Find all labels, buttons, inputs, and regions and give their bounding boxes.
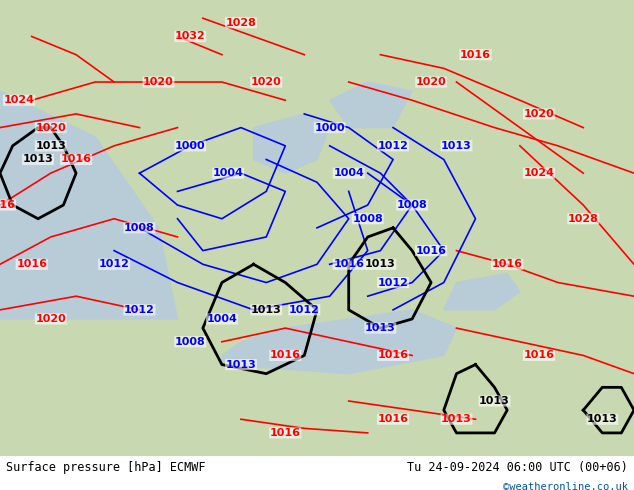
Polygon shape bbox=[0, 0, 634, 456]
Text: 1028: 1028 bbox=[226, 18, 256, 28]
Text: 1020: 1020 bbox=[251, 77, 281, 87]
Text: 1020: 1020 bbox=[36, 314, 66, 324]
Text: 1016: 1016 bbox=[416, 245, 446, 256]
Text: Surface pressure [hPa] ECMWF: Surface pressure [hPa] ECMWF bbox=[6, 461, 206, 474]
Text: 1016: 1016 bbox=[0, 200, 15, 210]
Text: 1013: 1013 bbox=[441, 141, 472, 151]
Polygon shape bbox=[444, 273, 520, 310]
Text: ©weatheronline.co.uk: ©weatheronline.co.uk bbox=[503, 482, 628, 490]
Text: 1004: 1004 bbox=[207, 314, 237, 324]
Text: 1020: 1020 bbox=[36, 122, 66, 133]
Text: 1013: 1013 bbox=[441, 414, 472, 424]
Polygon shape bbox=[222, 310, 456, 374]
Text: 1016: 1016 bbox=[61, 154, 91, 165]
Text: 1013: 1013 bbox=[36, 141, 66, 151]
Text: 1013: 1013 bbox=[365, 259, 396, 270]
Polygon shape bbox=[254, 114, 330, 173]
Text: 1012: 1012 bbox=[124, 305, 155, 315]
Text: 1016: 1016 bbox=[492, 259, 522, 270]
Text: 1013: 1013 bbox=[226, 360, 256, 369]
Text: 1016: 1016 bbox=[378, 350, 408, 361]
Text: 1013: 1013 bbox=[479, 396, 510, 406]
Text: 1016: 1016 bbox=[270, 428, 301, 438]
Text: 1024: 1024 bbox=[4, 95, 34, 105]
Polygon shape bbox=[330, 82, 412, 127]
Text: 1020: 1020 bbox=[143, 77, 174, 87]
Text: 1016: 1016 bbox=[378, 414, 408, 424]
Text: 1013: 1013 bbox=[365, 323, 396, 333]
Text: 1013: 1013 bbox=[251, 305, 281, 315]
Text: 1004: 1004 bbox=[333, 168, 364, 178]
Text: 1016: 1016 bbox=[524, 350, 554, 361]
Text: 1020: 1020 bbox=[524, 109, 554, 119]
Text: 1016: 1016 bbox=[333, 259, 364, 270]
Text: 1013: 1013 bbox=[23, 154, 53, 165]
Text: 1012: 1012 bbox=[378, 277, 408, 288]
Text: 1008: 1008 bbox=[353, 214, 383, 224]
Text: 1016: 1016 bbox=[16, 259, 47, 270]
Text: 1008: 1008 bbox=[124, 223, 155, 233]
Text: 1020: 1020 bbox=[416, 77, 446, 87]
Text: 1016: 1016 bbox=[270, 350, 301, 361]
Text: 1028: 1028 bbox=[568, 214, 598, 224]
Text: 1024: 1024 bbox=[524, 168, 554, 178]
Text: 1000: 1000 bbox=[314, 122, 345, 133]
Text: 1008: 1008 bbox=[175, 337, 205, 347]
Text: 1012: 1012 bbox=[289, 305, 320, 315]
Text: 1004: 1004 bbox=[213, 168, 243, 178]
Text: 1032: 1032 bbox=[175, 31, 205, 42]
Text: Tu 24-09-2024 06:00 UTC (00+06): Tu 24-09-2024 06:00 UTC (00+06) bbox=[407, 461, 628, 474]
Polygon shape bbox=[0, 91, 178, 319]
Text: 1012: 1012 bbox=[99, 259, 129, 270]
Text: 1000: 1000 bbox=[175, 141, 205, 151]
Text: 1013: 1013 bbox=[587, 414, 618, 424]
Text: 1008: 1008 bbox=[397, 200, 427, 210]
Text: 1012: 1012 bbox=[378, 141, 408, 151]
Text: 1016: 1016 bbox=[460, 49, 491, 60]
